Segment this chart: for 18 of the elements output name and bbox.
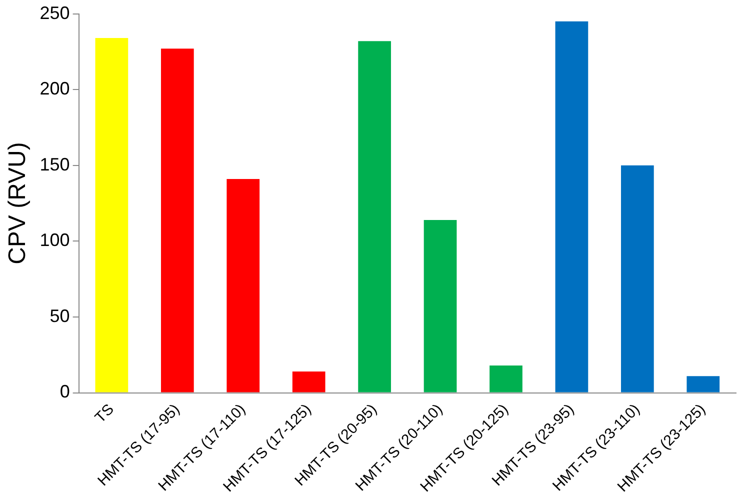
bar [686, 376, 720, 392]
y-tick-label: 50 [50, 306, 70, 326]
y-axis-title: CPV (RVU) [4, 142, 32, 264]
bar [490, 365, 522, 392]
bar [424, 220, 457, 392]
bar [226, 179, 260, 392]
bar [555, 21, 588, 392]
y-tick-label: 250 [40, 2, 70, 23]
bar [358, 41, 391, 392]
x-tick-label: TS [92, 400, 118, 426]
y-tick-label: 0 [60, 382, 70, 402]
bar [160, 48, 194, 392]
y-tick-label: 200 [40, 78, 70, 99]
bar [95, 38, 128, 392]
bar [292, 372, 326, 392]
bar [620, 165, 654, 392]
y-tick-label: 100 [40, 230, 70, 250]
y-tick-label: 150 [40, 154, 70, 174]
